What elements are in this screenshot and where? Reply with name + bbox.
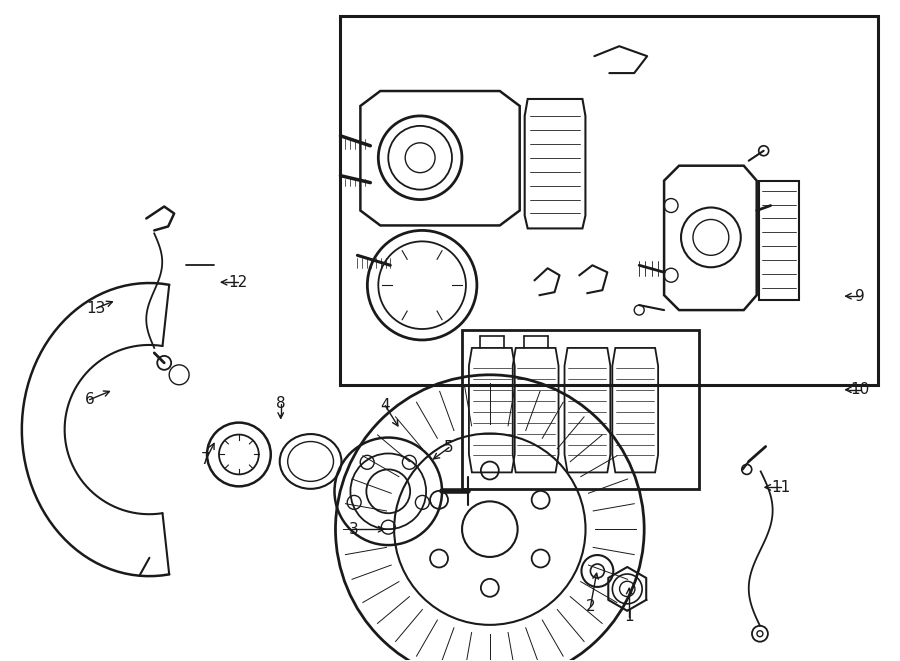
Text: 4: 4: [381, 398, 390, 413]
Text: 7: 7: [202, 452, 211, 467]
Text: 10: 10: [850, 382, 870, 397]
Text: 2: 2: [586, 600, 595, 614]
Text: 3: 3: [348, 522, 358, 537]
Text: 8: 8: [276, 396, 285, 411]
Text: 9: 9: [855, 289, 865, 303]
Bar: [462, 330, 699, 489]
Bar: [340, 17, 878, 385]
Text: 1: 1: [625, 609, 634, 624]
Text: 6: 6: [85, 392, 94, 407]
Text: 13: 13: [86, 301, 106, 315]
Text: 5: 5: [445, 440, 454, 455]
Text: 11: 11: [771, 480, 790, 495]
Text: 12: 12: [229, 275, 248, 290]
